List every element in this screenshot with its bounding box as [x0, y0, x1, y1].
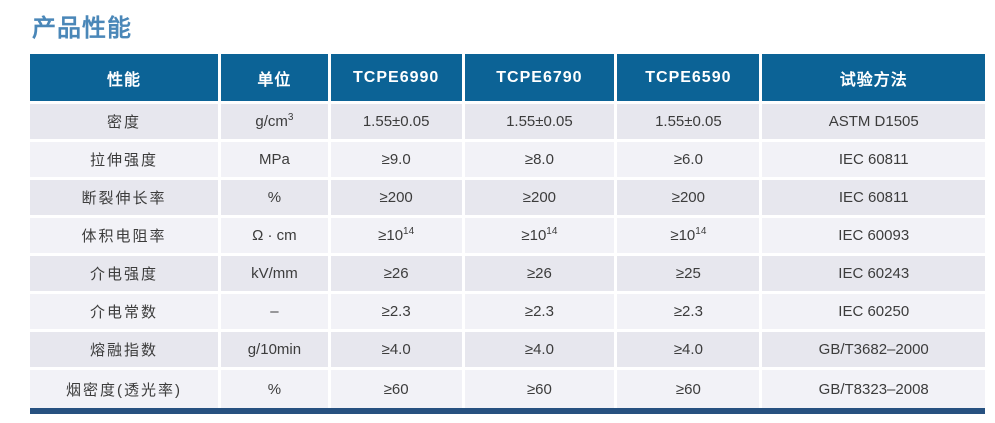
- value-cell-tcpe6590: ≥6.0: [617, 142, 763, 180]
- test-method-cell: IEC 60811: [762, 180, 985, 218]
- test-method-cell: GB/T8323–2008: [762, 370, 985, 408]
- value-cell-tcpe6990: ≥4.0: [330, 332, 465, 370]
- unit-cell: g/cm3: [221, 104, 331, 142]
- unit-cell: %: [221, 180, 331, 218]
- value-cell-tcpe6990: ≥2.3: [330, 294, 465, 332]
- value-cell-tcpe6590: ≥2.3: [617, 294, 763, 332]
- table-row-elongation-at-break: 断裂伸长率 % ≥200 ≥200 ≥200 IEC 60811: [30, 180, 985, 218]
- table-header-row: 性能 单位 TCPE6990 TCPE6790 TCPE6590 试验方法: [30, 54, 985, 104]
- product-performance-table: 性能 单位 TCPE6990 TCPE6790 TCPE6590 试验方法 密度…: [30, 54, 985, 408]
- value-cell-tcpe6790: ≥8.0: [464, 142, 618, 180]
- table-row-dielectric-constant: 介电常数 – ≥2.3 ≥2.3 ≥2.3 IEC 60250: [30, 294, 985, 332]
- unit-cell: g/10min: [221, 332, 331, 370]
- value-cell-tcpe6990: ≥9.0: [330, 142, 465, 180]
- value-cell-tcpe6590: ≥200: [617, 180, 763, 218]
- value-cell-tcpe6590: ≥4.0: [617, 332, 763, 370]
- unit-cell: Ω · cm: [221, 218, 331, 256]
- test-method-cell: IEC 60811: [762, 142, 985, 180]
- value-cell-tcpe6990: ≥1014: [330, 218, 465, 256]
- test-method-cell: IEC 60093: [762, 218, 985, 256]
- value-cell-tcpe6590: 1.55±0.05: [617, 104, 763, 142]
- property-cell: 体积电阻率: [30, 218, 221, 256]
- value-cell-tcpe6790: ≥2.3: [464, 294, 618, 332]
- table-row-dielectric-strength: 介电强度 kV/mm ≥26 ≥26 ≥25 IEC 60243: [30, 256, 985, 294]
- property-cell: 烟密度(透光率): [30, 370, 221, 408]
- test-method-cell: GB/T3682–2000: [762, 332, 985, 370]
- value-cell-tcpe6790: ≥4.0: [464, 332, 618, 370]
- value-cell-tcpe6990: 1.55±0.05: [330, 104, 465, 142]
- unit-cell: kV/mm: [221, 256, 331, 294]
- unit-cell: MPa: [221, 142, 331, 180]
- header-tcpe6790: TCPE6790: [464, 54, 618, 104]
- header-unit: 单位: [221, 54, 331, 104]
- table-row-volume-resistivity: 体积电阻率 Ω · cm ≥1014 ≥1014 ≥1014 IEC 60093: [30, 218, 985, 256]
- table-row-melt-index: 熔融指数 g/10min ≥4.0 ≥4.0 ≥4.0 GB/T3682–200…: [30, 332, 985, 370]
- page-title: 产品性能: [32, 15, 132, 42]
- unit-superscript: 3: [287, 112, 294, 123]
- unit-cell: –: [221, 294, 331, 332]
- property-cell: 熔融指数: [30, 332, 221, 370]
- table-bottom-accent-bar: [30, 408, 985, 414]
- table-row-tensile-strength: 拉伸强度 MPa ≥9.0 ≥8.0 ≥6.0 IEC 60811: [30, 142, 985, 180]
- value-cell-tcpe6990: ≥26: [330, 256, 465, 294]
- value-cell-tcpe6590: ≥25: [617, 256, 763, 294]
- property-cell: 断裂伸长率: [30, 180, 221, 218]
- property-cell: 介电常数: [30, 294, 221, 332]
- value-cell-tcpe6990: ≥60: [330, 370, 465, 408]
- header-tcpe6590: TCPE6590: [617, 54, 763, 104]
- value-cell-tcpe6790: ≥26: [464, 256, 618, 294]
- property-cell: 密度: [30, 104, 221, 142]
- test-method-cell: IEC 60250: [762, 294, 985, 332]
- value-cell-tcpe6790: ≥60: [464, 370, 618, 408]
- property-cell: 拉伸强度: [30, 142, 221, 180]
- value-cell-tcpe6790: 1.55±0.05: [464, 104, 618, 142]
- value-cell-tcpe6790: ≥200: [464, 180, 618, 218]
- value-cell-tcpe6590: ≥60: [617, 370, 763, 408]
- value-cell-tcpe6590: ≥1014: [617, 218, 763, 256]
- unit-cell: %: [221, 370, 331, 408]
- value-cell-tcpe6990: ≥200: [330, 180, 465, 218]
- test-method-cell: ASTM D1505: [762, 104, 985, 142]
- header-test-method: 试验方法: [762, 54, 985, 104]
- header-tcpe6990: TCPE6990: [330, 54, 465, 104]
- unit-text: g/cm: [255, 113, 288, 130]
- table-row-density: 密度 g/cm3 1.55±0.05 1.55±0.05 1.55±0.05 A…: [30, 104, 985, 142]
- property-cell: 介电强度: [30, 256, 221, 294]
- value-cell-tcpe6790: ≥1014: [464, 218, 618, 256]
- test-method-cell: IEC 60243: [762, 256, 985, 294]
- header-property: 性能: [30, 54, 221, 104]
- table-row-smoke-density: 烟密度(透光率) % ≥60 ≥60 ≥60 GB/T8323–2008: [30, 370, 985, 408]
